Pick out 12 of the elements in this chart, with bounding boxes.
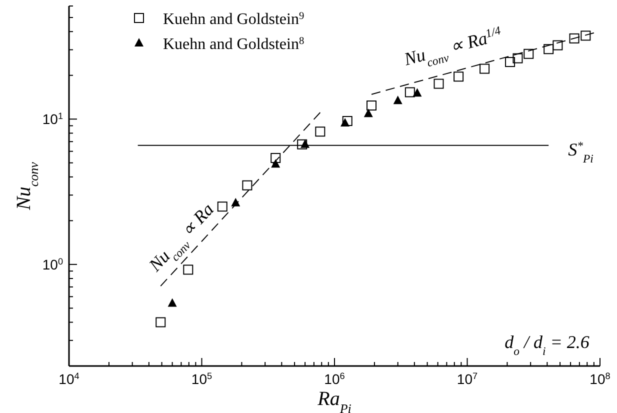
annotation: d$_{o}$ / d$_{i}$ = 2.6 [504, 332, 590, 358]
x-tick-label: 10$^{6}$ [324, 371, 345, 387]
y-tick-label: 10$^{1}$ [42, 111, 63, 128]
x-tick-label: 10$^{8}$ [590, 371, 610, 387]
y-tick-label: 10$^{0}$ [42, 256, 63, 272]
legend-label: Kuehn and Goldstein$^{8}$ [163, 36, 304, 53]
x-tick-label: 10$^{5}$ [191, 371, 212, 387]
x-axis-title: Ra$_{Pi}$ [316, 388, 352, 413]
legend-label: Kuehn and Goldstein$^{9}$ [163, 10, 304, 28]
x-tick-label: 10$^{7}$ [456, 371, 478, 387]
annotation: Nu$_{conv}$ ∝ Ra$^{1/4}$ [401, 24, 502, 70]
x-tick-label: 10$^{4}$ [58, 371, 80, 387]
